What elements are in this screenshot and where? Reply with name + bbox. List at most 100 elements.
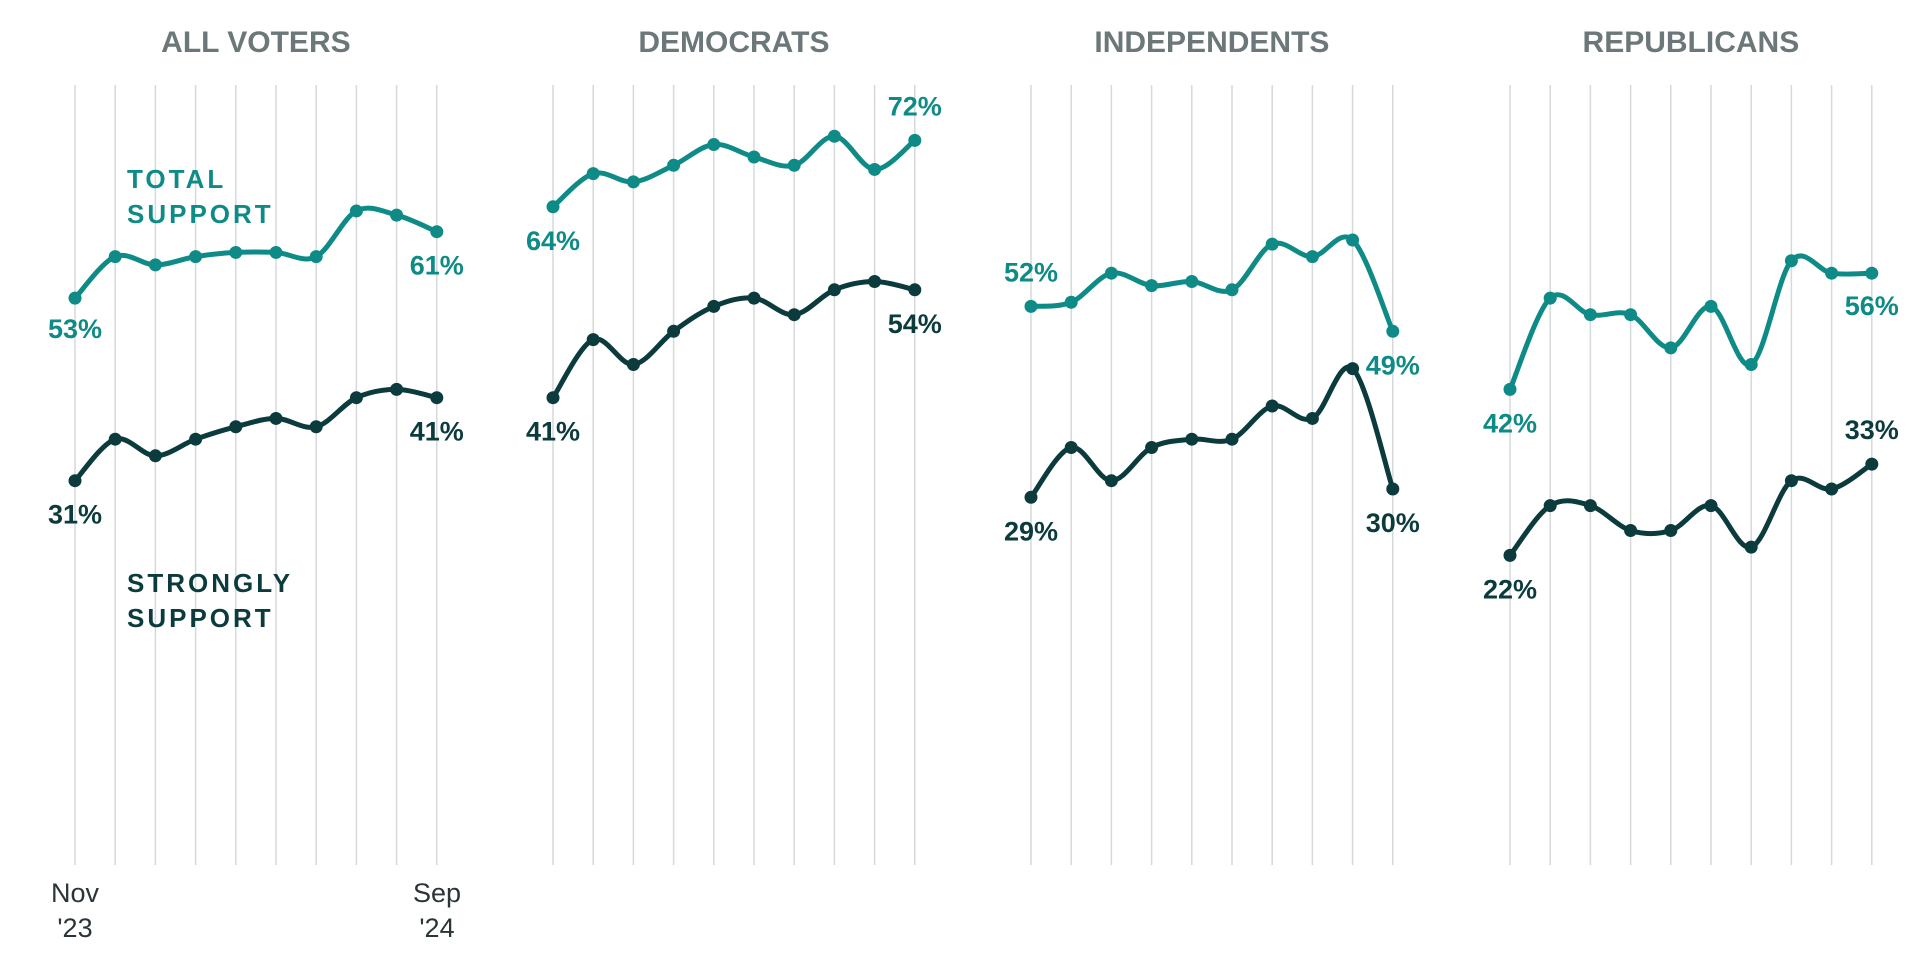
total-series-line	[1507, 253, 1875, 392]
strong-start-value-label: 41%	[526, 417, 580, 447]
strong-data-point	[189, 432, 203, 446]
x-axis-labels: Nov '23 Sep '24	[51, 878, 461, 943]
strong-end-value-label: 30%	[1366, 508, 1420, 538]
total-data-point	[349, 204, 363, 218]
total-data-point	[1704, 299, 1718, 313]
strong-data-point	[908, 283, 922, 297]
total-data-point	[1265, 237, 1279, 251]
total-series: 42% 56%	[1483, 253, 1899, 438]
total-data-point	[1145, 279, 1159, 293]
x-tick-end-year: '24	[419, 913, 454, 943]
total-data-point	[908, 133, 922, 147]
strong-end-value-label: 41%	[410, 417, 464, 447]
panel-independents: INDEPENDENTS 52% 49% 29% 30%	[1004, 26, 1420, 865]
strong-data-point	[667, 324, 681, 338]
strong-data-point	[1704, 499, 1718, 513]
strong-start-value-label: 31%	[48, 500, 102, 530]
panel-title: REPUBLICANS	[1583, 26, 1800, 59]
strong-data-point	[269, 411, 283, 425]
gridlines	[1030, 85, 1394, 865]
total-data-point	[1346, 233, 1360, 247]
total-support-label-line1: TOTAL	[127, 164, 226, 194]
total-data-point	[1744, 358, 1758, 371]
total-data-point	[1104, 266, 1118, 280]
strong-data-point	[1024, 490, 1038, 504]
strong-data-point	[1865, 457, 1879, 471]
strong-data-point	[1225, 432, 1239, 446]
strong-data-point	[586, 333, 600, 347]
panel-title: DEMOCRATS	[638, 26, 829, 59]
strong-start-value-label: 29%	[1004, 516, 1058, 546]
panel-republicans: REPUBLICANS 42% 56% 22% 33%	[1483, 26, 1899, 865]
strong-series: 41% 54%	[526, 275, 942, 447]
total-series-line	[72, 205, 440, 301]
strong-data-point	[1305, 411, 1319, 425]
total-data-point	[1865, 266, 1879, 280]
strong-data-point	[707, 299, 721, 313]
total-data-point	[1386, 324, 1400, 338]
total-data-point	[108, 250, 122, 264]
total-data-point	[68, 291, 82, 305]
strong-data-point	[1624, 524, 1638, 537]
strong-data-point	[1386, 482, 1400, 496]
total-end-value-label: 49%	[1366, 350, 1420, 380]
strong-data-point	[1346, 362, 1360, 376]
panel-democrats: DEMOCRATS 64% 72% 41% 54%	[526, 26, 942, 865]
chart-panels: ALL VOTERS 53% 61% 31% 41% DEMOCRATS 64% 72% 41%…	[48, 26, 1899, 865]
strong-data-point	[1583, 499, 1597, 513]
total-data-point	[707, 138, 721, 152]
total-start-value-label: 64%	[526, 226, 580, 256]
total-series: 52% 49%	[1004, 233, 1420, 380]
total-end-value-label: 72%	[888, 91, 942, 121]
strong-data-point	[1744, 540, 1758, 554]
x-tick-start-month: Nov	[51, 878, 100, 908]
strong-data-point	[626, 358, 640, 371]
total-data-point	[309, 250, 323, 264]
strong-data-point	[1825, 482, 1839, 496]
strong-data-point	[108, 432, 122, 446]
x-tick-end-month: Sep	[413, 878, 461, 908]
strong-data-point	[787, 308, 801, 322]
total-data-point	[189, 250, 203, 264]
panel-title: INDEPENDENTS	[1094, 26, 1329, 59]
total-end-value-label: 56%	[1845, 291, 1899, 321]
strong-data-point	[229, 420, 243, 434]
total-series-line	[550, 133, 918, 210]
strong-data-point	[868, 275, 882, 288]
series-labels: TOTAL SUPPORT STRONGLY SUPPORT	[127, 164, 290, 633]
strong-data-point	[1664, 524, 1678, 537]
total-data-point	[667, 158, 681, 172]
strong-data-point	[747, 291, 761, 305]
total-data-point	[390, 208, 404, 222]
strong-data-point	[1064, 441, 1078, 454]
total-data-point	[787, 158, 801, 172]
panel-title: ALL VOTERS	[161, 26, 350, 59]
total-data-point	[868, 162, 882, 176]
total-data-point	[747, 150, 761, 164]
strong-data-point	[349, 391, 363, 405]
strong-data-point	[827, 283, 841, 297]
total-data-point	[1664, 341, 1678, 355]
total-data-point	[626, 175, 640, 189]
total-end-value-label: 61%	[410, 251, 464, 281]
strong-data-point	[148, 449, 162, 463]
strong-data-point	[1185, 432, 1199, 446]
total-data-point	[1503, 382, 1517, 396]
strongly-support-label-line2: SUPPORT	[127, 603, 274, 633]
strong-data-point	[546, 391, 560, 405]
strong-data-point	[1145, 441, 1159, 454]
total-data-point	[269, 245, 283, 259]
total-data-point	[1624, 308, 1638, 322]
total-data-point	[827, 129, 841, 143]
strong-start-value-label: 22%	[1483, 574, 1537, 604]
total-data-point	[1825, 266, 1839, 280]
total-data-point	[1305, 250, 1319, 264]
total-data-point	[1064, 295, 1078, 309]
total-data-point	[1024, 299, 1038, 313]
total-data-point	[1225, 283, 1239, 297]
total-start-value-label: 52%	[1004, 257, 1058, 287]
strong-series: 22% 33%	[1483, 415, 1899, 604]
total-start-value-label: 53%	[48, 314, 102, 344]
strong-series-line	[72, 386, 440, 484]
